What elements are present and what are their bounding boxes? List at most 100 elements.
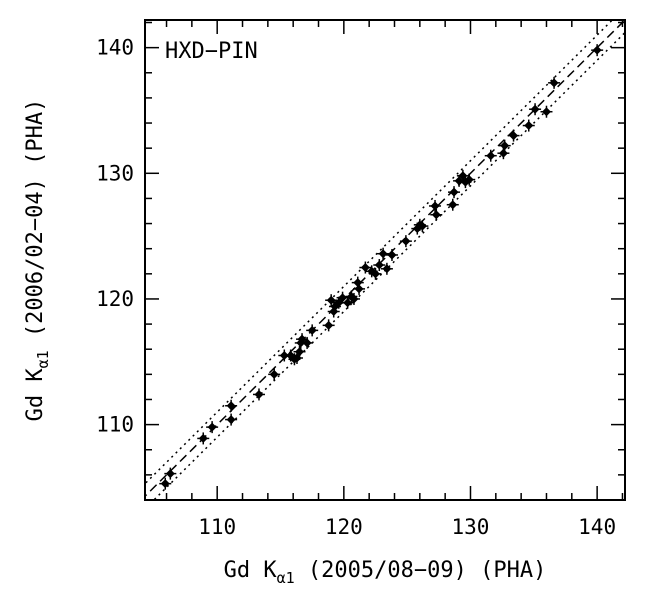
point-marker: [207, 422, 217, 432]
point-marker: [498, 148, 508, 158]
data-point: [301, 336, 314, 349]
point-marker: [592, 45, 602, 55]
point-marker: [449, 187, 459, 197]
data-point: [373, 259, 386, 272]
offset-line: [152, 31, 625, 500]
y-tick-label: 120: [96, 287, 134, 311]
point-marker: [382, 264, 392, 274]
point-marker: [378, 249, 388, 259]
x-tick-label: 110: [198, 515, 236, 539]
y-axis-label-main: Gd K: [23, 368, 48, 422]
point-marker: [269, 369, 279, 379]
point-marker: [349, 294, 359, 304]
x-axis-label-main: Gd K: [224, 558, 278, 583]
y-tick-label: 130: [96, 161, 134, 185]
point-marker: [486, 151, 496, 161]
point-marker: [353, 278, 363, 288]
tick-labels: 110 120 130 140 110 120 130 140: [96, 36, 616, 539]
identity-line: [145, 20, 625, 498]
x-tick-label: 140: [578, 515, 616, 539]
data-point: [522, 119, 535, 132]
y-axis-label-subscript: α1: [34, 350, 52, 368]
point-marker: [254, 389, 264, 399]
point-marker: [371, 269, 381, 279]
point-marker: [524, 121, 534, 131]
y-tick-label: 110: [96, 413, 134, 437]
data-point: [448, 186, 461, 199]
y-axis-label-rest: (2006/02−04) (PHA): [23, 99, 48, 351]
x-tick-label: 120: [325, 515, 363, 539]
data-point: [306, 324, 319, 337]
data-point: [159, 477, 172, 490]
tick-marks: [145, 20, 625, 501]
plot-frame: [144, 19, 626, 501]
point-marker: [541, 107, 551, 117]
data-point: [225, 399, 238, 412]
data-point: [206, 421, 219, 434]
point-marker: [307, 325, 317, 335]
data-point: [507, 129, 520, 142]
data-point: [359, 261, 372, 274]
y-axis-label: Gd Kα1 (2006/02−04) (PHA): [23, 99, 52, 422]
point-marker: [374, 260, 384, 270]
point-marker: [431, 210, 441, 220]
point-marker: [530, 104, 540, 114]
point-marker: [387, 250, 397, 260]
point-marker: [464, 175, 474, 185]
data-point: [252, 388, 265, 401]
data-point: [268, 368, 281, 381]
point-marker: [165, 469, 175, 479]
data-point: [380, 262, 393, 275]
data-point: [369, 267, 382, 280]
data-point: [416, 220, 429, 233]
data-point: [463, 173, 476, 186]
point-marker: [417, 221, 427, 231]
point-marker: [226, 415, 236, 425]
data-point: [225, 413, 238, 426]
data-point: [353, 282, 366, 295]
data-points: [159, 44, 604, 490]
data-point: [197, 432, 210, 445]
instrument-annotation: HXD−PIN: [165, 39, 258, 64]
data-point: [529, 103, 542, 116]
x-axis-label-subscript: α1: [277, 569, 295, 587]
data-point: [429, 199, 442, 212]
x-tick-label: 130: [452, 515, 490, 539]
point-marker: [549, 78, 559, 88]
data-point: [497, 147, 510, 160]
point-marker: [343, 298, 353, 308]
data-point: [446, 198, 459, 211]
point-marker: [160, 479, 170, 489]
data-point: [430, 208, 443, 221]
data-point: [484, 149, 497, 162]
point-marker: [354, 284, 364, 294]
x-axis-label: Gd Kα1 (2005/08−09) (PHA): [224, 558, 547, 587]
data-point: [377, 247, 390, 260]
data-point: [347, 292, 360, 305]
point-marker: [401, 236, 411, 246]
point-marker: [295, 347, 305, 357]
data-point: [164, 467, 177, 480]
data-point: [591, 44, 604, 57]
data-point: [293, 345, 306, 358]
data-point: [336, 291, 349, 304]
data-point: [341, 296, 354, 309]
point-marker: [360, 263, 370, 273]
data-point: [365, 265, 378, 278]
data-point: [399, 235, 412, 248]
reference-lines: [145, 20, 625, 500]
point-marker: [324, 320, 334, 330]
point-marker: [198, 433, 208, 443]
data-point: [322, 319, 335, 332]
point-marker: [500, 141, 510, 151]
x-axis-label-rest: (2005/08−09) (PHA): [295, 558, 547, 583]
point-marker: [430, 201, 440, 211]
point-marker: [338, 293, 348, 303]
y-tick-label: 140: [96, 36, 134, 60]
data-point: [385, 248, 398, 261]
point-marker: [448, 200, 458, 210]
point-marker: [302, 338, 312, 348]
data-point: [540, 105, 553, 118]
data-point: [498, 139, 511, 152]
